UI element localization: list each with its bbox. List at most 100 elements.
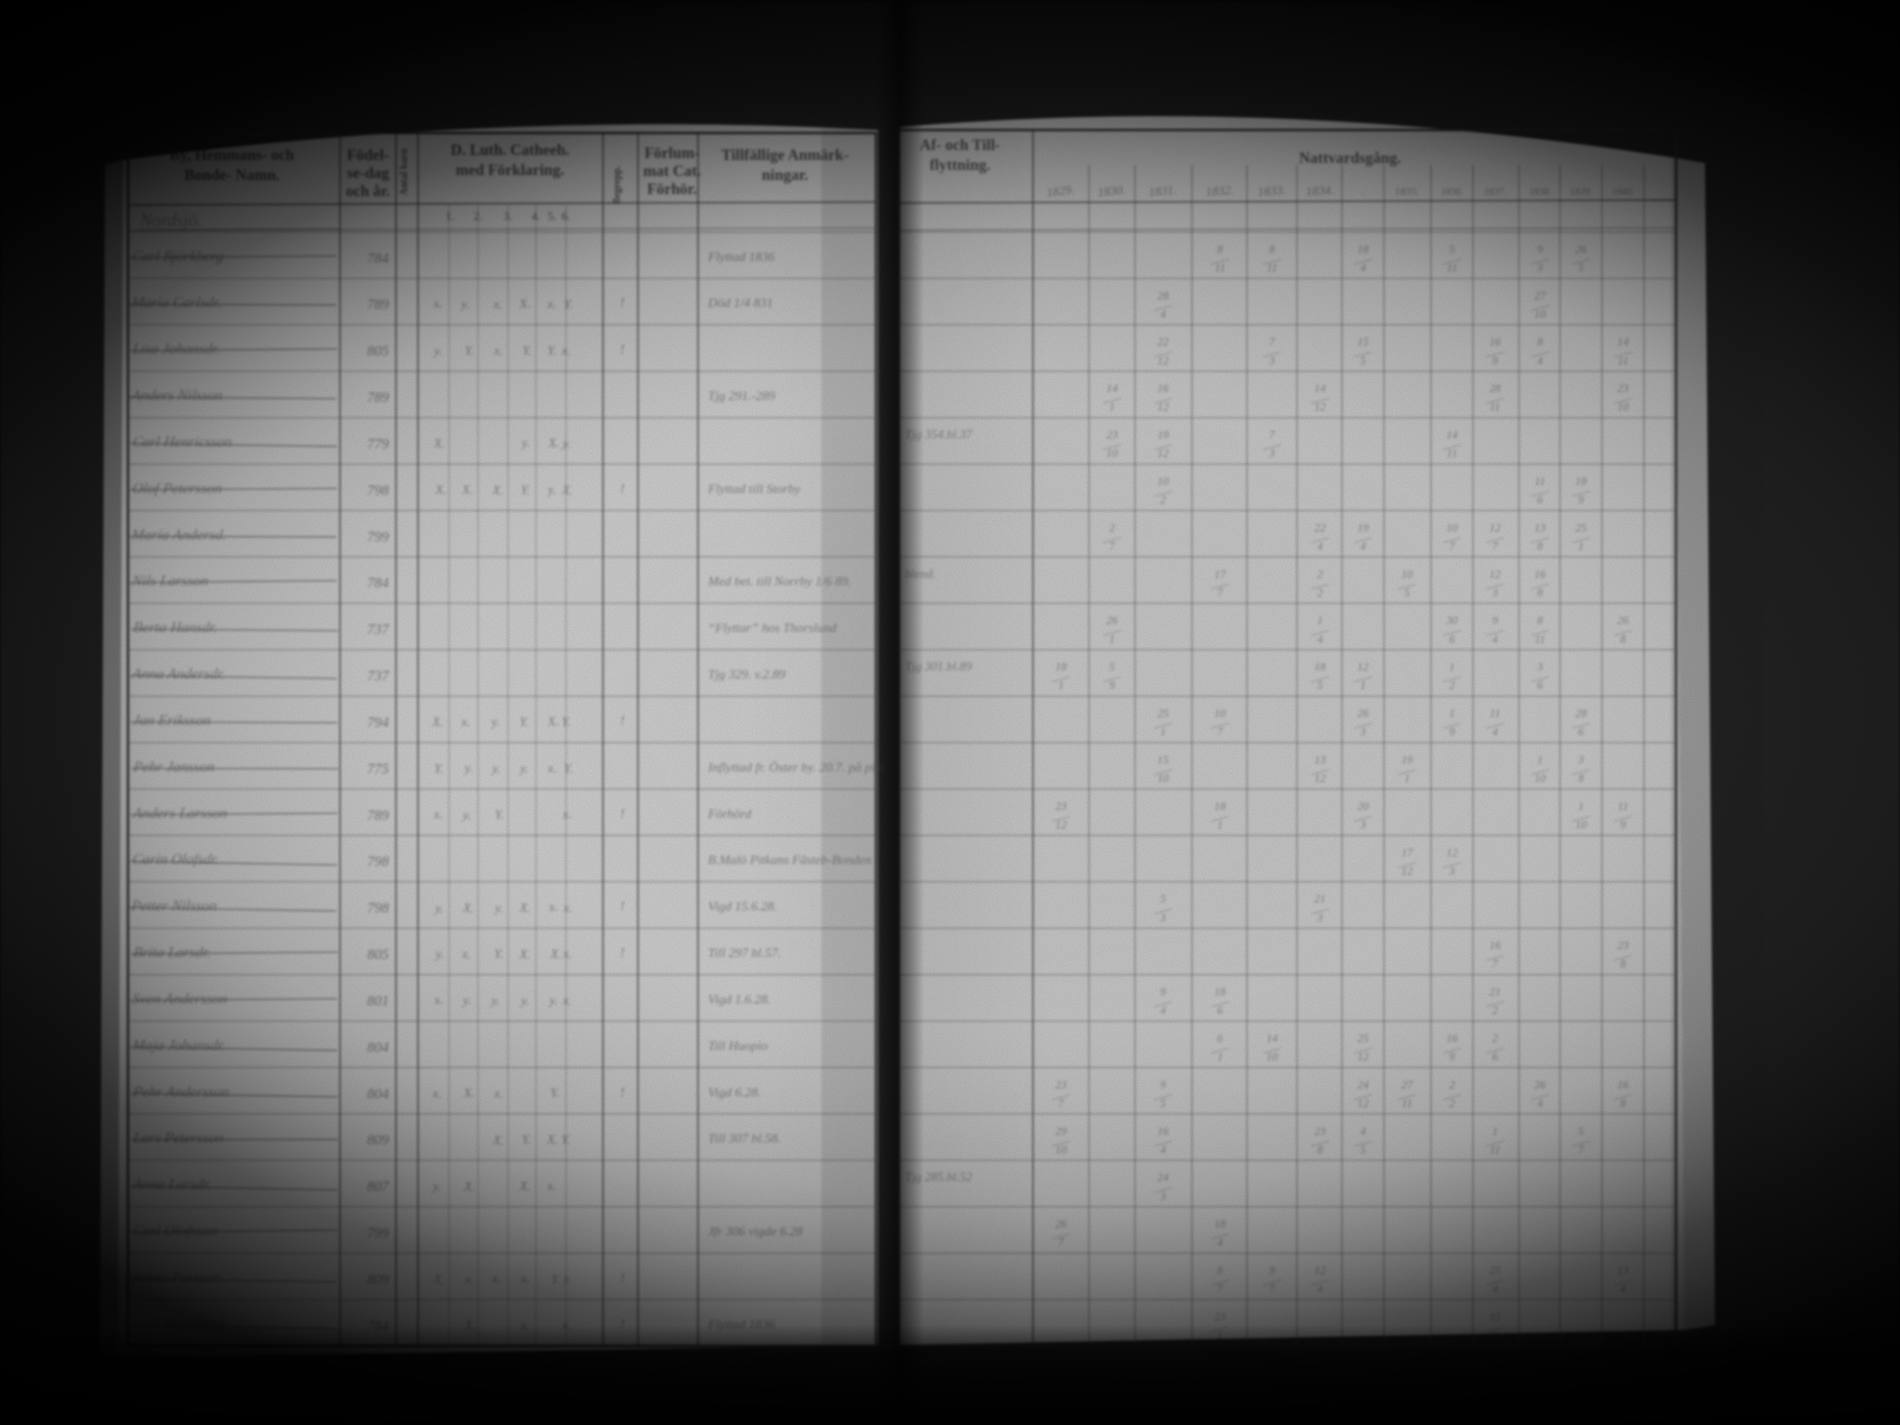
svg-text:1: 1 (1449, 662, 1455, 674)
svg-text:3: 3 (1536, 263, 1543, 275)
svg-text:14: 14 (1314, 383, 1326, 395)
svg-text:x.: x. (519, 1317, 531, 1333)
svg-text:4.: 4. (532, 209, 541, 223)
svg-text:x.: x. (561, 806, 573, 822)
svg-text:5: 5 (1578, 1126, 1584, 1138)
svg-text:11: 11 (1490, 402, 1501, 414)
svg-text:5: 5 (1404, 587, 1410, 599)
svg-text:Vigd 1.6.28.: Vigd 1.6.28. (708, 991, 771, 1006)
svg-text:X.: X. (432, 1271, 446, 1287)
svg-text:9: 9 (1492, 615, 1498, 627)
svg-text:X.: X. (462, 1178, 476, 1194)
svg-text:19: 19 (1357, 522, 1369, 534)
svg-text:26: 26 (1357, 708, 1369, 720)
svg-text:12: 12 (1314, 773, 1326, 785)
svg-text:Y.: Y. (494, 946, 503, 961)
svg-text:1: 1 (1578, 541, 1584, 553)
svg-text:Jan Eriksson: Jan Eriksson (132, 713, 212, 729)
svg-text:25: 25 (1489, 1265, 1501, 1277)
svg-text:x.: x. (562, 992, 573, 1008)
svg-text:X.: X. (546, 713, 560, 729)
svg-text:1840.: 1840. (1612, 187, 1635, 198)
svg-text:!: ! (620, 343, 625, 358)
svg-text:Tjg 291.-289: Tjg 291.-289 (708, 388, 776, 403)
svg-text:Maria Carlsdr.: Maria Carlsdr. (130, 295, 223, 311)
svg-text:5: 5 (1578, 263, 1584, 275)
svg-text:10: 10 (1446, 522, 1458, 534)
svg-text:18: 18 (1357, 244, 1369, 256)
svg-text:3: 3 (1316, 912, 1323, 924)
svg-text:10: 10 (1157, 476, 1169, 488)
svg-text:3: 3 (1448, 866, 1455, 878)
svg-text:Carl Björkberg: Carl Björkberg (131, 1316, 225, 1332)
svg-text:12: 12 (1314, 1265, 1326, 1277)
svg-text:8: 8 (1269, 244, 1275, 256)
svg-text:12: 12 (1055, 820, 1067, 832)
svg-text:Förlum-: Förlum- (644, 145, 699, 162)
svg-text:Antal barn: Antal barn (399, 148, 410, 195)
svg-text:25: 25 (1575, 522, 1587, 534)
svg-text:14: 14 (1446, 430, 1458, 442)
svg-text:x.: x. (432, 992, 443, 1008)
svg-text:1831.: 1831. (1148, 183, 1177, 199)
svg-text:11: 11 (1535, 634, 1546, 646)
svg-text:B.Malö Pitkans Fästeb-Bonden: B.Malö Pitkans Fästeb-Bonden (708, 852, 872, 867)
svg-text:23: 23 (1617, 383, 1629, 395)
svg-text:799: 799 (367, 529, 390, 545)
svg-text:Y.: Y. (563, 760, 573, 775)
svg-text:30: 30 (1445, 615, 1458, 627)
svg-text:1: 1 (1160, 727, 1166, 739)
svg-text:Flyttad 1836: Flyttad 1836 (707, 249, 775, 264)
svg-text:6: 6 (1537, 495, 1543, 507)
svg-text:779: 779 (367, 436, 390, 452)
svg-text:8: 8 (1217, 244, 1223, 256)
svg-text:1: 1 (1492, 1126, 1498, 1138)
svg-text:Med bet. till Norrby 1/6 89.: Med bet. till Norrby 1/6 89. (707, 574, 851, 589)
svg-text:x.: x. (460, 714, 470, 729)
svg-text:4: 4 (1492, 1284, 1498, 1296)
svg-text:789: 789 (367, 297, 390, 313)
svg-text:12: 12 (1357, 1052, 1369, 1064)
svg-text:28: 28 (1157, 290, 1169, 302)
svg-text:Carin Olofsdr.: Carin Olofsdr. (132, 852, 220, 868)
svg-text:flyttning.: flyttning. (930, 157, 991, 174)
svg-text:D. Luth. Catheeh.: D. Luth. Catheeh. (451, 142, 570, 159)
svg-text:1: 1 (1360, 680, 1366, 692)
svg-text:1834.: 1834. (1305, 183, 1334, 198)
svg-text:304.30 7 81 al.: 304.30 7 81 al. (614, 1351, 693, 1366)
svg-text:X.: X. (461, 900, 475, 916)
svg-text:Till Huopio: Till Huopio (708, 1038, 768, 1053)
svg-text:6: 6 (1578, 727, 1584, 739)
svg-text:9: 9 (1449, 727, 1455, 739)
svg-text:Flyttad till Storby: Flyttad till Storby (707, 481, 801, 496)
svg-text:2: 2 (1160, 495, 1166, 507)
svg-text:Af- och Till-: Af- och Till- (920, 137, 1000, 154)
svg-text:x.: x. (493, 1085, 504, 1100)
svg-text:X.: X. (431, 714, 444, 729)
svg-text:Jfr 306 vigde 6.28: Jfr 306 vigde 6.28 (708, 1224, 803, 1239)
svg-text:“Flyttar” hos Thorslund: “Flyttar” hos Thorslund (708, 620, 837, 635)
svg-text:8: 8 (1578, 773, 1584, 785)
svg-text:14: 14 (1617, 337, 1629, 349)
svg-text:4: 4 (1492, 634, 1498, 646)
svg-text:9: 9 (1620, 820, 1626, 832)
svg-text:4: 4 (1217, 1237, 1223, 1249)
svg-text:3: 3 (1359, 820, 1366, 832)
svg-text:12: 12 (1357, 662, 1369, 674)
svg-text:x.: x. (546, 296, 557, 312)
svg-text:3: 3 (1268, 355, 1275, 367)
svg-text:Lit 8.16. bl.50: Lit 8.16. bl.50 (904, 1351, 979, 1366)
svg-text:3: 3 (1159, 912, 1166, 924)
svg-text:!: ! (620, 296, 625, 311)
svg-text:2: 2 (1492, 1005, 1498, 1017)
svg-text:9: 9 (1160, 1079, 1166, 1091)
svg-text:9: 9 (1160, 987, 1166, 999)
svg-text:26: 26 (1575, 244, 1587, 256)
svg-text:10: 10 (1106, 448, 1118, 460)
svg-text:215. x x x x x x x x x x x x: 215. x x x x x x x x x x x x x x (140, 1351, 289, 1366)
svg-text:Död 1/4 831: Död 1/4 831 (707, 295, 773, 310)
svg-text:9: 9 (1109, 680, 1115, 692)
svg-text:!: ! (620, 946, 625, 961)
svg-text:16: 16 (1534, 569, 1546, 581)
svg-text:!: ! (620, 1317, 625, 1332)
